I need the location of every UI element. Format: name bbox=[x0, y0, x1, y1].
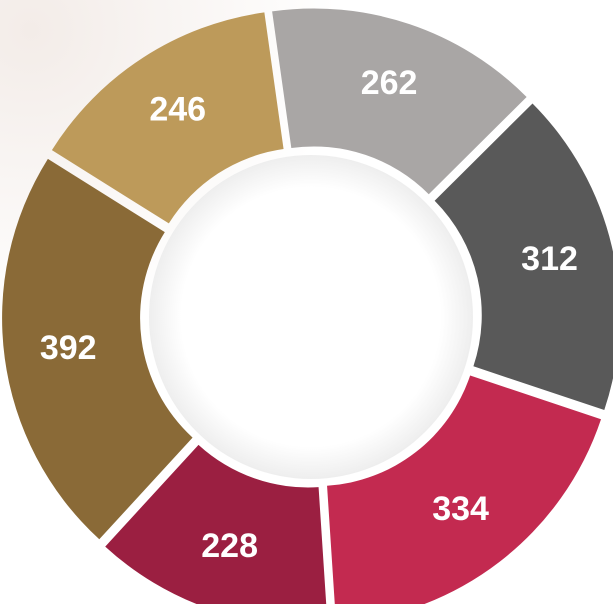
data-label: 312 bbox=[521, 240, 578, 278]
data-label: 334 bbox=[432, 490, 489, 528]
donut-segment bbox=[105, 444, 327, 604]
donut-segment bbox=[272, 8, 527, 195]
data-label: 246 bbox=[149, 90, 206, 128]
donut-hole bbox=[149, 155, 473, 479]
data-label: 228 bbox=[201, 527, 258, 565]
donut-segment bbox=[2, 158, 193, 540]
donut-segment bbox=[327, 375, 602, 604]
data-label: 392 bbox=[40, 329, 97, 367]
donut-segment bbox=[51, 12, 284, 224]
data-label: 262 bbox=[361, 64, 418, 102]
donut-segment bbox=[434, 103, 613, 411]
